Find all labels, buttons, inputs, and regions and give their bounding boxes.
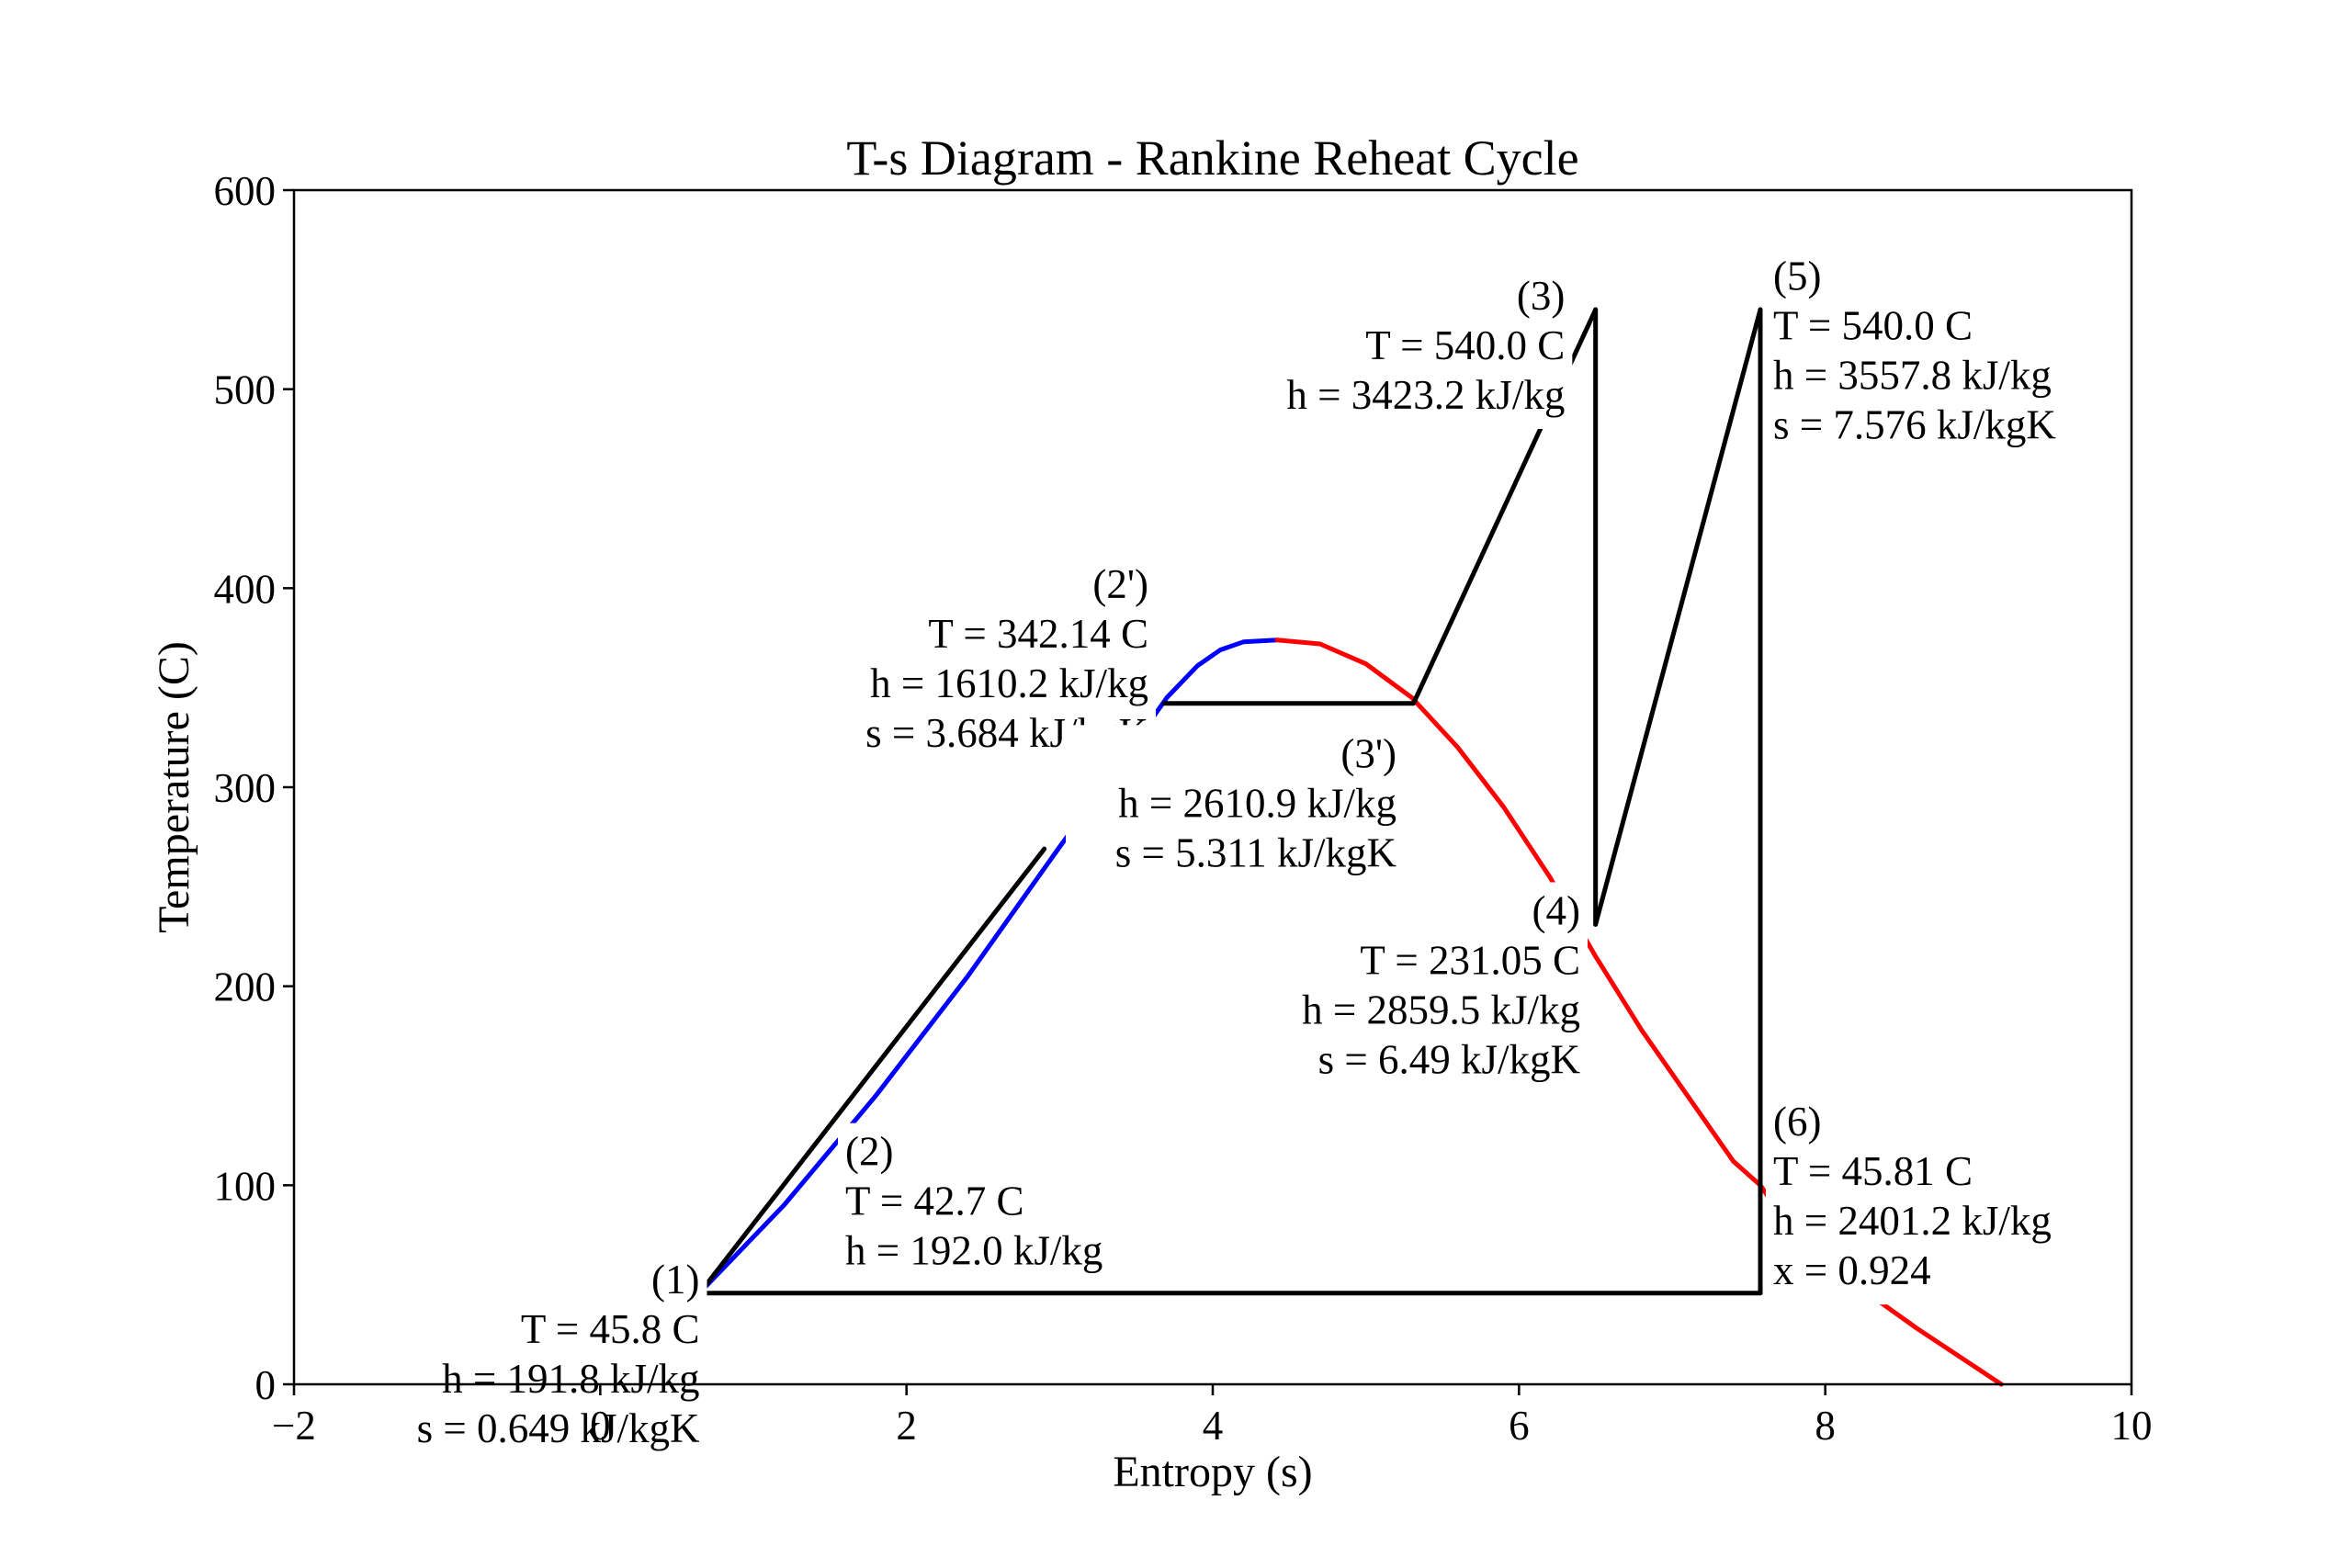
annotation-line: h = 3557.8 kJ/kg [1773, 352, 2052, 398]
annotation-line: s = 6.49 kJ/kgK [1318, 1037, 1581, 1083]
annotation-line: T = 45.81 C [1773, 1148, 1973, 1194]
annotation-line: h = 3423.2 kJ/kg [1286, 372, 1565, 418]
x-tick-label: 4 [1203, 1403, 1224, 1449]
y-axis-label: Temperature (C) [150, 641, 198, 933]
annotation-background [1066, 725, 1404, 887]
annotation-background [838, 1122, 1156, 1285]
annotation-line: h = 2610.9 kJ/kg [1118, 780, 1396, 826]
annotation-line: x = 0.924 [1773, 1247, 1931, 1293]
cycle-segment-6 [1593, 307, 1763, 927]
annotation-line: (5) [1773, 253, 1821, 299]
y-tick-label: 600 [214, 168, 277, 214]
annotation-line: h = 192.0 kJ/kg [845, 1228, 1102, 1274]
annotation-line: h = 191.8 kJ/kg [442, 1356, 699, 1402]
x-tick-label: 8 [1815, 1403, 1836, 1449]
annotation-background [1234, 267, 1573, 429]
y-tick-label: 500 [214, 367, 277, 413]
annotation-state-3-prime: (3')h = 2610.9 kJ/kgs = 5.311 kJ/kgK [1066, 725, 1404, 887]
y-tick-label: 100 [214, 1163, 277, 1209]
annotation-layer: (1)T = 45.8 Ch = 191.8 kJ/kgs = 0.649 kJ… [368, 247, 2104, 1462]
annotation-line: s = 0.649 kJ/kgK [417, 1405, 700, 1451]
annotation-state-1: (1)T = 45.8 Ch = 191.8 kJ/kgs = 0.649 kJ… [368, 1250, 707, 1462]
annotation-line: (2') [1092, 561, 1148, 607]
y-tick-label: 200 [214, 964, 277, 1010]
annotation-line: (1) [651, 1257, 699, 1303]
annotation-background [1766, 247, 2104, 459]
annotation-line: (3) [1517, 273, 1565, 319]
cycle-segment-2 [697, 846, 1047, 1296]
annotation-state-2: (2)T = 42.7 Ch = 192.0 kJ/kg [838, 1122, 1156, 1285]
annotation-line: (2) [845, 1129, 893, 1175]
annotation-line: (4) [1532, 888, 1580, 934]
annotation-background [1250, 882, 1588, 1094]
x-tick-label: 10 [2111, 1403, 2153, 1449]
y-tick-label: 300 [214, 765, 277, 811]
y-tick-label: 400 [214, 566, 277, 612]
annotation-line: T = 342.14 C [928, 611, 1148, 657]
x-tick-label: 6 [1509, 1403, 1530, 1449]
annotation-state-4: (4)T = 231.05 Ch = 2859.5 kJ/kgs = 6.49 … [1250, 882, 1588, 1094]
annotation-line: T = 42.7 C [845, 1179, 1024, 1224]
annotation-line: s = 5.311 kJ/kgK [1115, 829, 1397, 875]
annotation-line: T = 540.0 C [1773, 302, 1973, 348]
annotation-line: T = 540.0 C [1365, 322, 1565, 368]
annotation-line: h = 2859.5 kJ/kg [1302, 987, 1580, 1033]
annotation-line: h = 2401.2 kJ/kg [1773, 1198, 2052, 1244]
annotation-state-6: (6)T = 45.81 Ch = 2401.2 kJ/kgx = 0.924 [1766, 1093, 2104, 1305]
annotation-line: s = 7.576 kJ/kgK [1773, 401, 2056, 447]
annotation-state-5: (5)T = 540.0 Ch = 3557.8 kJ/kgs = 7.576 … [1766, 247, 2104, 459]
annotation-line: (3') [1340, 730, 1396, 776]
annotation-line: T = 45.8 C [521, 1306, 700, 1352]
annotation-state-3: (3)T = 540.0 Ch = 3423.2 kJ/kg [1234, 267, 1573, 429]
annotation-line: h = 1610.2 kJ/kg [870, 660, 1148, 706]
annotation-line: T = 231.05 C [1360, 938, 1580, 984]
x-tick-label: 2 [896, 1403, 917, 1449]
x-axis-label: Entropy (s) [1113, 1448, 1312, 1496]
x-tick-label: −2 [272, 1403, 316, 1449]
annotation-background [368, 1250, 707, 1462]
x-tick-label: 0 [590, 1403, 611, 1449]
annotation-background [1766, 1093, 2104, 1305]
annotation-line: (6) [1773, 1099, 1821, 1145]
y-tick-label: 0 [255, 1362, 277, 1408]
chart-title: T-s Diagram - Rankine Reheat Cycle [846, 130, 1578, 186]
